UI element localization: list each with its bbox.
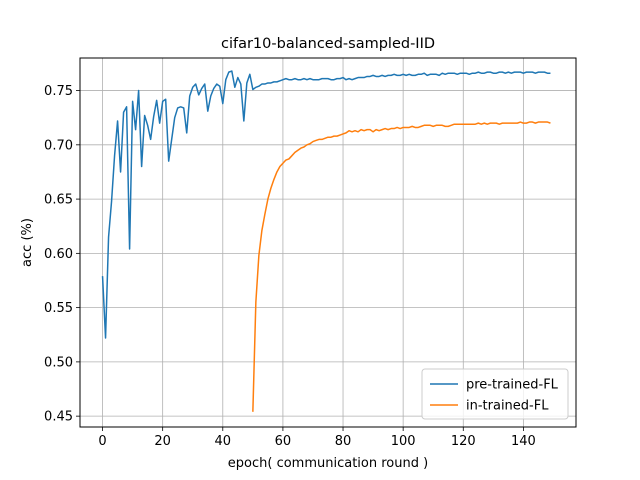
legend-box [421,368,569,420]
y-axis-ticks: 0.45 0.50 0.55 0.60 0.65 0.70 0.75 [44,84,80,425]
y-tick-label: 0.45 [44,410,73,425]
x-tick-label: 20 [154,434,171,449]
legend-label: in-trained-FL [466,399,549,414]
series-line-in-trained-FL [252,121,551,412]
legend: pre-trained-FL in-trained-FL [421,368,569,420]
plot-frame [79,57,577,428]
x-tick-label: 80 [335,434,352,449]
x-tick-label: 120 [451,434,476,449]
y-tick-label: 0.70 [44,138,73,153]
series-layer [101,70,551,412]
y-tick-label: 0.55 [44,301,73,316]
x-axis-ticks: 0 20 40 60 80 100 120 140 [98,427,536,449]
x-tick-label: 0 [98,434,106,449]
x-axis-label: epoch( communication round ) [228,456,428,471]
y-tick-label: 0.60 [44,247,73,262]
x-tick-label: 60 [275,434,292,449]
grid [80,58,576,427]
x-tick-label: 40 [215,434,232,449]
y-tick-label: 0.75 [44,84,73,99]
y-tick-label: 0.65 [44,193,73,208]
chart-title: cifar10-balanced-sampled-IID [221,36,435,52]
x-tick-label: 100 [391,434,416,449]
y-tick-label: 0.50 [44,355,73,370]
series-line-pre-trained-FL [101,70,551,339]
legend-label: pre-trained-FL [466,378,559,393]
y-axis-label: acc (%) [20,218,35,267]
x-tick-label: 140 [511,434,536,449]
